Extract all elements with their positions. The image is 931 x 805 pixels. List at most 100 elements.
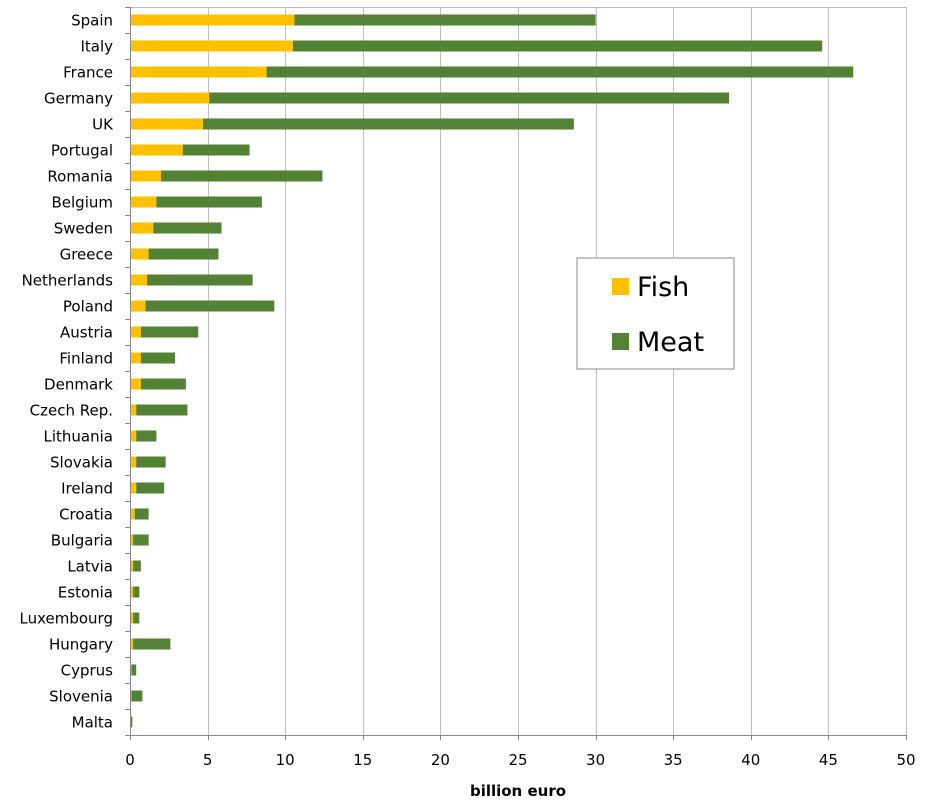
- axes: [130, 7, 906, 736]
- bar-meat-luxembourg: [133, 612, 140, 624]
- bar-meat-sweden: [153, 222, 222, 234]
- x-tick-label: 45: [819, 751, 838, 769]
- category-label-belgium: Belgium: [52, 194, 114, 212]
- category-label-malta: Malta: [72, 714, 113, 732]
- bar-meat-bulgaria: [133, 534, 149, 546]
- bar-fish-luxembourg: [130, 612, 134, 624]
- bar-fish-sweden: [130, 222, 154, 234]
- bar-fish-romania: [130, 170, 162, 182]
- x-tick-label: 35: [664, 751, 683, 769]
- bar-meat-italy: [292, 40, 823, 52]
- category-label-spain: Spain: [71, 12, 113, 30]
- bar-meat-slovakia: [136, 456, 166, 468]
- x-tick-label: 30: [586, 751, 605, 769]
- bar-fish-finland: [130, 352, 141, 364]
- x-axis-title: billion euro: [470, 782, 566, 800]
- bar-fish-croatia: [130, 508, 135, 520]
- category-label-luxembourg: Luxembourg: [20, 610, 114, 628]
- x-tick-label: 5: [203, 751, 213, 769]
- bar-meat-austria: [140, 326, 199, 338]
- bar-fish-slovakia: [130, 456, 137, 468]
- legend-label-meat: Meat: [637, 327, 704, 358]
- legend-label-fish: Fish: [637, 272, 689, 303]
- x-tick-label: 0: [125, 751, 135, 769]
- category-label-ireland: Ireland: [61, 480, 113, 498]
- category-label-bulgaria: Bulgaria: [51, 532, 113, 550]
- category-label-slovenia: Slovenia: [49, 688, 113, 706]
- category-label-lithuania: Lithuania: [44, 428, 113, 446]
- bar-meat-lithuania: [136, 430, 157, 442]
- legend: Fish Meat: [576, 257, 735, 370]
- bar-fish-lithuania: [130, 430, 137, 442]
- bar-fish-bulgaria: [130, 534, 134, 546]
- legend-swatch-meat: [612, 333, 629, 350]
- category-label-greece: Greece: [60, 246, 113, 264]
- bar-meat-netherlands: [147, 274, 253, 286]
- category-label-denmark: Denmark: [44, 376, 113, 394]
- x-tick-label: 40: [741, 751, 760, 769]
- bar-meat-slovenia: [131, 690, 143, 702]
- bar-fish-latvia: [130, 560, 134, 572]
- bar-meat-denmark: [140, 378, 186, 390]
- bar-meat-greece: [148, 248, 219, 260]
- bar-fish-spain: [130, 14, 295, 26]
- category-label-croatia: Croatia: [59, 506, 113, 524]
- category-label-finland: Finland: [59, 350, 113, 368]
- bar-meat-germany: [209, 92, 730, 104]
- category-label-germany: Germany: [44, 90, 113, 108]
- category-label-france: France: [63, 64, 113, 82]
- bar-fish-france: [130, 66, 267, 78]
- category-labels: Spain Italy France Germany UK Portugal Romania…: [20, 12, 115, 732]
- bar-fish-hungary: [130, 638, 134, 650]
- bar-meat-ireland: [136, 482, 165, 494]
- bar-meat-romania: [161, 170, 323, 182]
- bar-meat-czech-rep: [136, 404, 188, 416]
- category-label-uk: UK: [92, 116, 114, 134]
- category-label-sweden: Sweden: [54, 220, 113, 238]
- legend-box: [576, 257, 735, 370]
- bar-fish-poland: [130, 300, 146, 312]
- gridlines: [125, 7, 907, 740]
- category-label-slovakia: Slovakia: [50, 454, 113, 472]
- x-tick-label: 10: [276, 751, 295, 769]
- bar-fish-estonia: [130, 586, 134, 598]
- bar-meat-cyprus: [131, 664, 137, 676]
- bar-fish-italy: [130, 40, 293, 52]
- bar-meat-malta: [130, 716, 133, 728]
- bar-fish-denmark: [130, 378, 141, 390]
- bar-fish-ireland: [130, 482, 137, 494]
- x-tick-label: 25: [508, 751, 527, 769]
- bar-meat-belgium: [156, 196, 262, 208]
- bar-meat-portugal: [182, 144, 250, 156]
- bar-meat-finland: [140, 352, 176, 364]
- bar-meat-hungary: [133, 638, 171, 650]
- x-tick-label: 15: [353, 751, 372, 769]
- category-label-estonia: Estonia: [58, 584, 113, 602]
- bar-fish-netherlands: [130, 274, 148, 286]
- bar-fish-uk: [130, 118, 203, 130]
- category-label-czech-rep: Czech Rep.: [30, 402, 113, 420]
- bar-meat-croatia: [134, 508, 149, 520]
- category-label-romania: Romania: [47, 168, 113, 186]
- bars: [130, 14, 854, 728]
- bar-fish-greece: [130, 248, 149, 260]
- bar-fish-belgium: [130, 196, 157, 208]
- legend-swatch-fish: [612, 278, 629, 295]
- x-tick-label: 50: [896, 751, 915, 769]
- x-tick-labels: 0 5 10 15 20 25 30 35 40 45 50: [125, 751, 915, 769]
- bar-fish-czech-rep: [130, 404, 137, 416]
- bar-fish-portugal: [130, 144, 183, 156]
- bar-fish-austria: [130, 326, 141, 338]
- category-label-latvia: Latvia: [67, 558, 113, 576]
- category-label-cyprus: Cyprus: [61, 662, 114, 680]
- category-label-poland: Poland: [63, 298, 113, 316]
- bar-meat-uk: [202, 118, 574, 130]
- category-label-hungary: Hungary: [49, 636, 113, 654]
- category-label-austria: Austria: [60, 324, 113, 342]
- category-label-italy: Italy: [80, 38, 113, 56]
- category-label-netherlands: Netherlands: [22, 272, 114, 290]
- bar-meat-spain: [294, 14, 596, 26]
- x-tick-label: 20: [431, 751, 450, 769]
- bar-meat-poland: [145, 300, 275, 312]
